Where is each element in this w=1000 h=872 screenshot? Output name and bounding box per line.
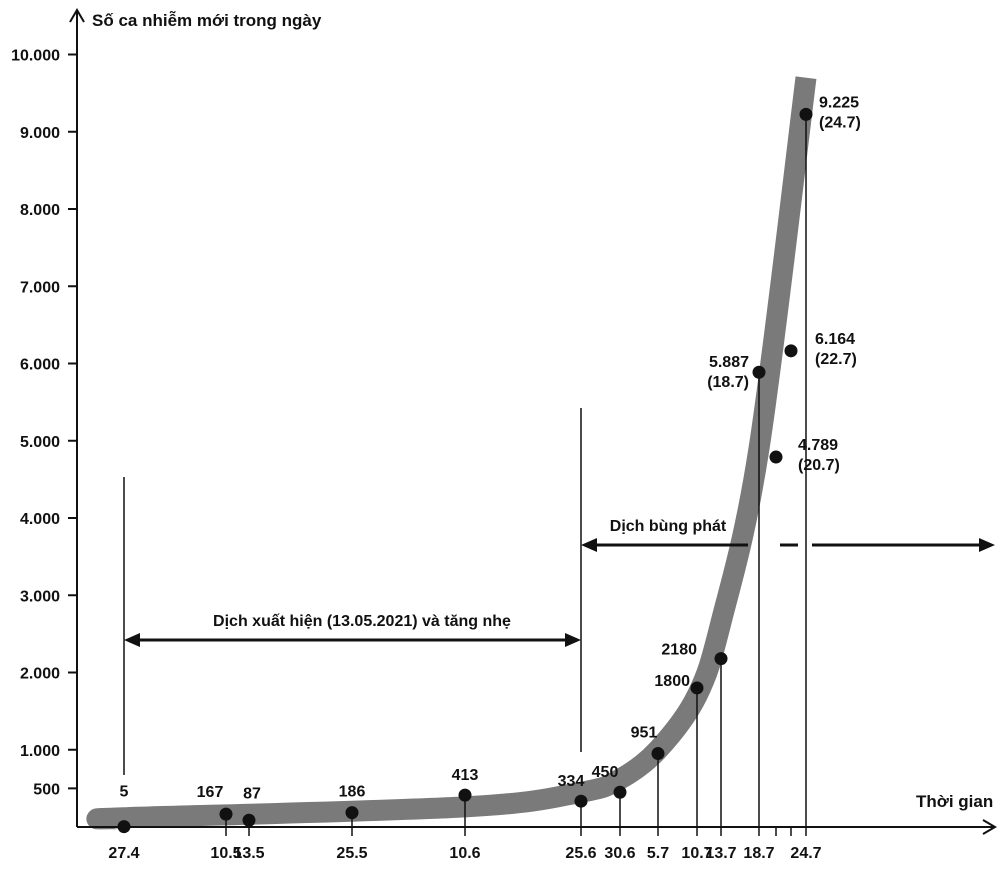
phase1-arrowhead-left <box>124 633 140 647</box>
data-label: 5 <box>120 784 129 801</box>
phase1-label: Dịch xuất hiện (13.05.2021) và tăng nhẹ <box>213 613 511 630</box>
y-axis-title: Số ca nhiễm mới trong ngày <box>92 11 322 30</box>
y-tick-label: 1.000 <box>20 743 60 760</box>
phase2-arrowhead-left <box>581 538 597 552</box>
data-point <box>117 820 131 834</box>
x-tick-label: 18.7 <box>743 845 774 862</box>
x-tick-label: 13.5 <box>233 845 264 862</box>
data-label: 334 <box>558 773 585 790</box>
data-point <box>574 794 588 808</box>
data-point <box>242 813 256 827</box>
y-tick-label: 8.000 <box>20 202 60 219</box>
y-tick-label: 7.000 <box>20 279 60 296</box>
data-point <box>752 365 766 379</box>
data-sublabel: (24.7) <box>819 114 861 131</box>
y-tick-label: 5.000 <box>20 434 60 451</box>
y-tick-label: 6.000 <box>20 357 60 374</box>
data-label: 186 <box>339 784 366 801</box>
data-point <box>613 785 627 799</box>
x-tick-label: 13.7 <box>705 845 736 862</box>
data-label: 413 <box>452 767 479 784</box>
phase2-label: Dịch bùng phát <box>610 518 727 535</box>
data-label: 9.225 <box>819 94 859 111</box>
data-sublabel: (22.7) <box>815 351 857 368</box>
data-point <box>651 747 665 761</box>
data-point <box>799 107 813 121</box>
data-point <box>769 450 783 464</box>
x-axis-arrow <box>982 819 997 835</box>
data-point <box>345 806 359 820</box>
data-sublabel: (20.7) <box>798 457 840 474</box>
y-tick-label: 500 <box>33 781 60 798</box>
trend-band <box>86 76 817 830</box>
data-point <box>219 807 233 821</box>
data-label: 87 <box>243 785 261 802</box>
y-tick-label: 3.000 <box>20 588 60 605</box>
data-label: 4.789 <box>798 437 838 454</box>
data-label: 951 <box>631 725 658 742</box>
data-point <box>714 652 728 666</box>
x-tick-label: 10.7 <box>681 845 712 862</box>
x-tick-label: 24.7 <box>790 845 821 862</box>
data-label: 2180 <box>661 642 697 659</box>
x-tick-label: 27.4 <box>108 845 139 862</box>
data-point <box>458 788 472 802</box>
y-tick-label: 9.000 <box>20 125 60 142</box>
y-tick-label: 4.000 <box>20 511 60 528</box>
x-tick-label: 25.5 <box>336 845 367 862</box>
x-axis-title: Thời gian <box>916 792 993 811</box>
data-point <box>784 344 798 358</box>
x-tick-label: 5.7 <box>647 845 669 862</box>
x-tick-label: 30.6 <box>604 845 635 862</box>
phase1-arrowhead-right <box>565 633 581 647</box>
x-tick-label: 25.6 <box>565 845 596 862</box>
data-label: 5.887 <box>709 354 749 371</box>
data-label: 1800 <box>654 673 690 690</box>
y-tick-label: 2.000 <box>20 666 60 683</box>
data-label: 6.164 <box>815 331 855 348</box>
x-tick-label: 10.6 <box>449 845 480 862</box>
data-label: 167 <box>197 784 224 801</box>
y-tick-label: 10.000 <box>11 48 60 65</box>
phase2-arrowhead-right <box>979 538 995 552</box>
y-axis-arrow <box>69 8 85 23</box>
data-sublabel: (18.7) <box>707 374 749 391</box>
data-point <box>690 681 704 695</box>
x-tick-label: 10.5 <box>210 845 241 862</box>
data-label: 450 <box>592 764 619 781</box>
